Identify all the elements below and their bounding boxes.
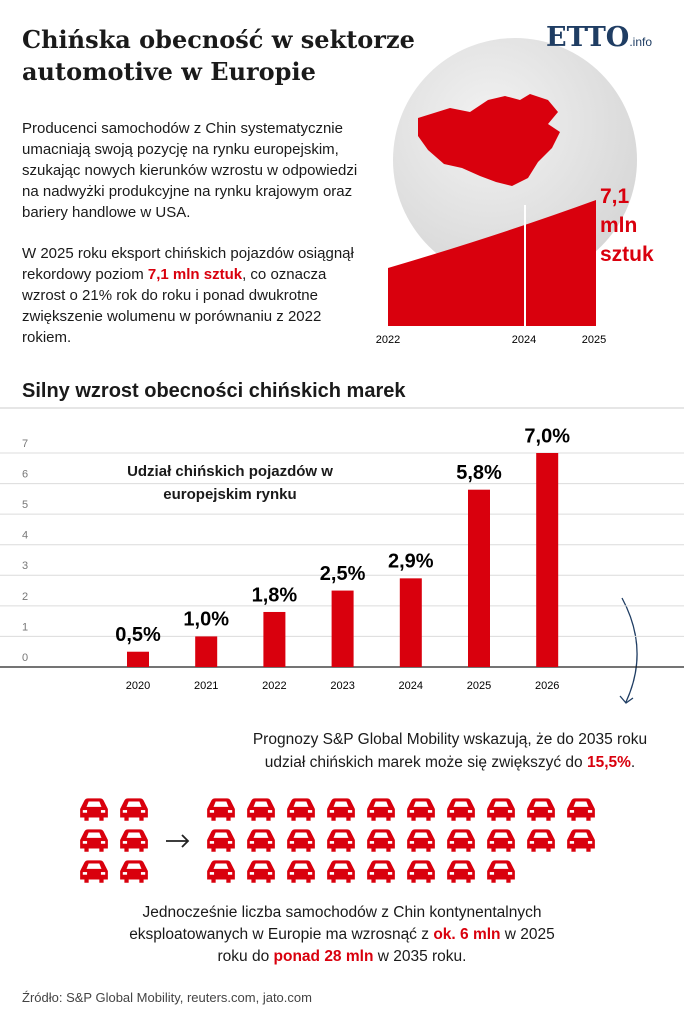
bar xyxy=(468,489,490,667)
bar xyxy=(331,590,354,667)
bar xyxy=(127,651,149,667)
car-icon xyxy=(407,798,435,821)
car-icon xyxy=(567,829,595,852)
car-icon xyxy=(207,860,235,883)
value-label: 5,8% xyxy=(456,462,502,484)
car-icon xyxy=(447,860,475,883)
car-icon xyxy=(207,798,235,821)
bar-chart: 0 1 2 3 4 5 6 7 2020 0,5% 2021 1,0% 2022 1,8% 2023 2,5%… xyxy=(0,425,684,692)
car-icon xyxy=(287,860,315,883)
highlight: 7,1 mln sztuk xyxy=(147,266,243,283)
car-icon xyxy=(287,829,315,852)
car-icon xyxy=(527,829,555,852)
fleet-text: Jednocześnie liczba samochodów z Chin ko… xyxy=(120,902,564,968)
x-tick-label: 2023 xyxy=(330,680,354,692)
chart-subtitle: Udział chińskich pojazdów w europejskim … xyxy=(127,463,333,503)
value-label: 2,9% xyxy=(388,551,434,573)
x-tick-label: 2022 xyxy=(262,680,286,692)
car-icon xyxy=(367,829,395,852)
value-label: 7,0% xyxy=(524,425,570,447)
bar xyxy=(263,611,286,667)
arrow-head xyxy=(619,695,634,704)
y-tick-label: 0 xyxy=(22,652,28,664)
export-area xyxy=(388,200,596,326)
text: Jednocześnie liczba samochodów z Chin ko… xyxy=(129,904,542,943)
car-icon xyxy=(120,798,148,821)
car-icon xyxy=(120,860,148,883)
export-label: 7,1 mln sztuk xyxy=(600,185,654,266)
car-icon xyxy=(567,798,595,821)
car-icon xyxy=(247,798,275,821)
bar xyxy=(536,453,559,667)
car-icon xyxy=(447,798,475,821)
logo-suffix: .info xyxy=(629,35,653,49)
car-icon xyxy=(80,860,108,883)
car-icons xyxy=(80,798,595,883)
car-icon xyxy=(407,829,435,852)
forecast: Prognozy S&P Global Mobility wskazują, ż… xyxy=(240,728,660,774)
text: W 2025 roku eksport chińskich pojazdów o… xyxy=(22,245,354,283)
text: . xyxy=(630,754,636,771)
value-label: 2,5% xyxy=(320,563,366,585)
car-icon xyxy=(327,860,355,883)
y-tick-label: 3 xyxy=(22,560,28,572)
car-icon xyxy=(287,798,315,821)
y-tick-label: 4 xyxy=(22,530,28,542)
text: , co oznacza wzrost o 21% rok do roku i … xyxy=(22,266,327,346)
x-tick-label: 2020 xyxy=(126,680,150,692)
y-tick-label: 6 xyxy=(22,468,28,480)
text: Prognozy S&P Global Mobility wskazują, ż… xyxy=(252,731,648,771)
car-icon xyxy=(527,798,555,821)
text: w 2035 roku. xyxy=(373,948,467,965)
car-icon xyxy=(327,829,355,852)
arrow xyxy=(621,597,638,703)
car-icon xyxy=(327,798,355,821)
section-title: Silny wzrost obecności chińskich marek xyxy=(22,380,406,402)
value-label: 1,0% xyxy=(183,609,229,631)
car-icon xyxy=(487,829,515,852)
car-icon xyxy=(80,798,108,821)
highlight: ponad 28 mln xyxy=(273,948,374,965)
x-tick-label: 2026 xyxy=(535,680,559,692)
text: w 2025 roku do xyxy=(217,926,555,965)
car-icon xyxy=(447,829,475,852)
car-icon xyxy=(247,829,275,852)
intro-paragraph: W 2025 roku eksport chińskich pojazdów o… xyxy=(22,243,367,348)
x-tick-label: 2021 xyxy=(194,680,218,692)
intro-paragraph: Producenci samochodów z Chin systematycz… xyxy=(22,120,358,221)
car-icon xyxy=(207,829,235,852)
bar xyxy=(195,636,218,667)
y-tick-label: 1 xyxy=(22,621,28,633)
value-label: 0,5% xyxy=(115,624,161,646)
fleet-arrow xyxy=(166,834,190,848)
car-icon xyxy=(80,829,108,852)
car-icon xyxy=(367,860,395,883)
car-icon xyxy=(487,798,515,821)
year-label: 2025 xyxy=(582,334,606,346)
car-icon xyxy=(247,860,275,883)
highlight: ok. 6 mln xyxy=(433,926,501,943)
bar xyxy=(399,578,422,667)
title: Chińska obecność w sektorze automotive w… xyxy=(22,25,415,86)
logo: ETTO.info xyxy=(546,22,652,53)
x-tick-label: 2024 xyxy=(399,680,423,692)
car-icon xyxy=(407,860,435,883)
highlight: 15,5% xyxy=(586,754,631,771)
year-label: 2024 xyxy=(512,334,536,346)
logo-text: ETTO xyxy=(546,22,630,53)
y-tick-label: 5 xyxy=(22,499,28,511)
china-map xyxy=(418,94,560,186)
car-icon xyxy=(487,860,515,883)
car-icon xyxy=(367,798,395,821)
source: Źródło: S&P Global Mobility, reuters.com… xyxy=(22,990,312,1005)
x-tick-label: 2025 xyxy=(467,680,491,692)
year-label: 2022 xyxy=(376,334,400,346)
y-tick-label: 2 xyxy=(22,591,28,603)
value-label: 1,8% xyxy=(252,584,298,606)
car-icon xyxy=(120,829,148,852)
y-tick-label: 7 xyxy=(22,438,28,450)
